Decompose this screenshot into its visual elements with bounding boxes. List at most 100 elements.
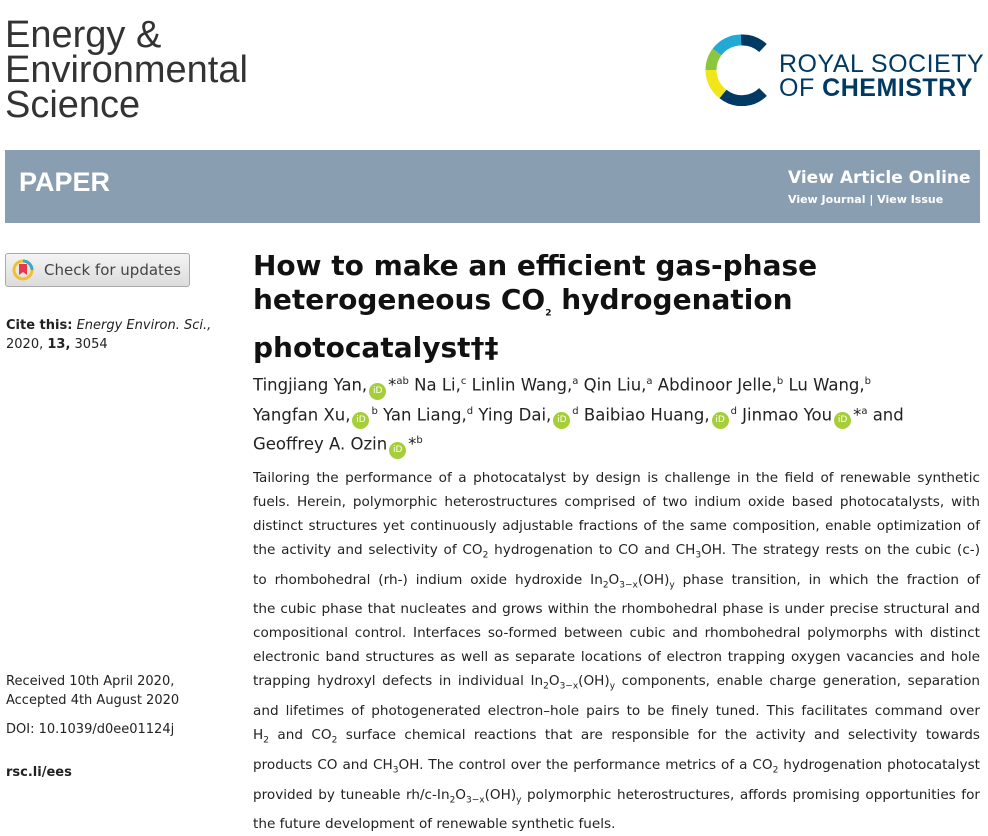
text-segment: hydrogenation: [551, 283, 793, 316]
banner-links: View Journal | View Issue: [788, 193, 943, 206]
received-date: Received 10th April 2020,: [6, 674, 175, 689]
view-article-online-link[interactable]: View Article Online: [788, 168, 971, 188]
text-segment: polymorphic heterostructures, affords pr…: [521, 786, 980, 803]
journal-short-url[interactable]: rsc.li/ees: [6, 765, 72, 780]
text-segment: Jinmao You: [736, 405, 833, 424]
citation: Cite this: Energy Environ. Sci., 2020, 1…: [6, 316, 211, 354]
text-segment: Abdinoor Jelle,: [652, 375, 777, 395]
text-segment: phase transition, in which the fraction …: [674, 571, 980, 588]
text-segment: Ying Dai,: [473, 405, 552, 424]
rsc-logo-icon: [705, 34, 767, 106]
text-line: Yangfan Xu, iDb Yan Liang,d Ying Dai, iDd …: [253, 400, 973, 429]
text-segment: Na Li,: [408, 375, 461, 395]
text-line: H2 and CO2 surface chemical reactions th…: [253, 723, 980, 753]
text-segment: OH. The strategy rests on the cubic (c-): [701, 542, 980, 558]
text-line: trapping hydroxyl defects in individual …: [253, 669, 980, 699]
text-line: the activity and selectivity of CO2 hydr…: [253, 538, 980, 568]
supscript-text: d: [466, 405, 474, 417]
publisher-of: OF: [779, 74, 823, 102]
subscript-text: 2: [772, 765, 779, 776]
text-segment: Baibiao Huang,: [578, 405, 710, 424]
text-segment: distinct structures yet continuously adj…: [253, 518, 980, 534]
text-segment: *: [388, 375, 397, 395]
supscript-text: d: [572, 405, 579, 417]
text-segment: trapping hydroxyl defects in individual …: [253, 673, 544, 690]
link-separator: |: [865, 193, 878, 206]
text-segment: *: [408, 434, 417, 454]
orcid-icon[interactable]: iD: [369, 382, 387, 400]
text-line: How to make an efficient gas-phase: [253, 249, 817, 283]
text-segment: and: [867, 405, 904, 424]
text-segment: (OH): [578, 673, 610, 690]
subscript-text: 3: [695, 550, 702, 561]
text-line: photocatalyst†‡: [253, 331, 817, 365]
supscript-text: c: [460, 376, 467, 387]
text-segment: components, enable charge generation, se…: [615, 673, 980, 690]
text-line: fuels. Herein, polymorphic heterostructu…: [253, 490, 980, 514]
article-title: How to make an efficient gas-phase hetero…: [253, 249, 817, 365]
subscript-text: 3: [392, 765, 399, 776]
orcid-icon[interactable]: iD: [834, 412, 852, 429]
text-segment: Yangfan Xu,: [253, 405, 351, 424]
cite-page: 3054: [74, 337, 108, 352]
supscript-text: a: [861, 405, 868, 417]
subscript-text: 3−x: [559, 682, 579, 693]
journal-title: Energy & Environmental Science: [5, 16, 248, 126]
subscript-text: 3−x: [466, 795, 485, 806]
text-segment: heterogeneous CO: [253, 283, 546, 316]
text-segment: (OH): [484, 786, 517, 803]
orcid-icon[interactable]: iD: [352, 412, 370, 429]
text-segment: hydrogenation photocatalyst: [778, 756, 980, 773]
text-line: the future development of renewable synt…: [253, 812, 980, 836]
text-line: products CO and CH3OH. The control over …: [253, 753, 980, 783]
text-line: heterogeneous CO2 hydrogenation: [253, 283, 817, 331]
text-segment: Geoffrey A. Ozin: [253, 434, 388, 454]
text-line: compositional control. Interfaces so-for…: [253, 621, 980, 645]
text-segment: hydrogenation to CO and CH: [488, 542, 696, 558]
text-segment: compositional control. Interfaces so-for…: [253, 625, 980, 642]
journal-title-line: Science: [5, 84, 141, 126]
dates: Received 10th April 2020, Accepted 4th A…: [6, 672, 179, 710]
subscript-text: 2: [543, 682, 549, 693]
subscript-text: 3−x: [619, 580, 638, 591]
text-segment: *: [853, 405, 862, 424]
subscript-text: y: [669, 580, 675, 591]
text-segment: the activity and selectivity of CO: [253, 542, 483, 558]
text-line: and lifetimes of photogenerated electron…: [253, 699, 980, 723]
text-segment: Linlin Wang,: [466, 375, 573, 395]
doi[interactable]: DOI: 10.1039/d0ee01124j: [6, 722, 175, 737]
supscript-text: ab: [396, 376, 409, 387]
supscript-text: a: [572, 376, 579, 387]
view-journal-link[interactable]: View Journal: [788, 193, 866, 206]
text-line: electronic band structures as well as se…: [253, 645, 980, 669]
text-line: Tingjiang Yan, iD *ab Na Li,c Linlin Wang,…: [253, 370, 973, 400]
orcid-icon[interactable]: iD: [389, 441, 407, 459]
supscript-text: a: [646, 376, 653, 387]
orcid-icon[interactable]: iD: [711, 412, 729, 429]
supscript-text: b: [776, 376, 784, 387]
view-issue-link[interactable]: View Issue: [877, 193, 944, 206]
article-type: PAPER: [19, 167, 111, 197]
orcid-icon[interactable]: iD: [553, 412, 571, 429]
text-segment: Tingjiang Yan,: [253, 375, 368, 395]
publisher-name-line1: ROYAL SOCIETY: [779, 50, 985, 78]
text-segment: fuels. Herein, polymorphic heterostructu…: [253, 494, 980, 510]
text-segment: electronic band structures as well as se…: [253, 649, 980, 666]
subscript-text: 2: [482, 550, 489, 561]
check-for-updates-button[interactable]: Check for updates: [5, 253, 190, 287]
text-segment: How to make an efficient gas-phase: [253, 249, 818, 282]
text-line: distinct structures yet continuously adj…: [253, 514, 980, 538]
author-list: Tingjiang Yan, iD *ab Na Li,c Linlin Wang,…: [253, 370, 973, 459]
text-segment: and CO: [268, 727, 332, 744]
journal-title-line: Environmental: [5, 49, 248, 91]
text-line: Tailoring the performance of a photocata…: [253, 466, 980, 490]
text-segment: OH. The control over the performance met…: [398, 756, 773, 773]
text-segment: Yan Liang,: [377, 405, 467, 424]
supscript-text: b: [864, 376, 872, 387]
text-segment: Qin Liu,: [578, 375, 647, 395]
subscript-text: 2: [602, 580, 609, 591]
publisher-chemistry: CHEMISTRY: [822, 74, 973, 102]
text-line: provided by tuneable rh/c-In2O3−x(OH)y p…: [253, 783, 980, 813]
supscript-text: b: [371, 405, 378, 417]
subscript-text: 2: [263, 735, 269, 746]
